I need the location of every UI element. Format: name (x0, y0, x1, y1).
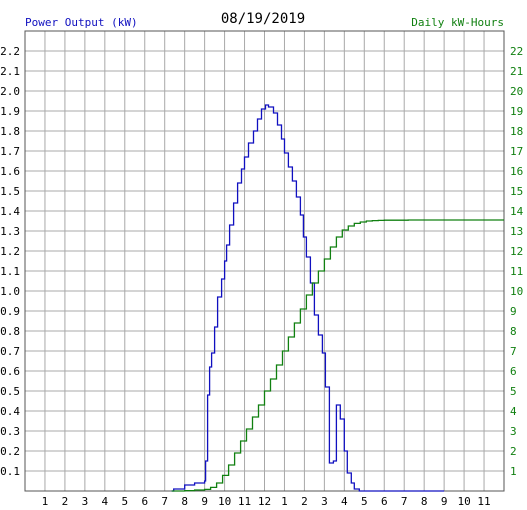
left-axis-ticks: 0.1 0.2 0.3 0.4 0.5 0.6 0.7 0.8 0.9 1.0 1.1 1.2 1.3 1… (0, 45, 20, 478)
left-tick-label: 2.2 (0, 45, 20, 58)
left-tick-label: 1.9 (0, 105, 20, 118)
left-axis-title: Power Output (kW) (25, 16, 138, 29)
left-tick-label: 0.1 (0, 465, 20, 478)
right-tick-label: 20 (510, 85, 523, 98)
chart-date-title: 08/19/2019 (221, 11, 305, 27)
left-tick-label: 0.6 (0, 365, 20, 378)
plot-area-frame (24, 30, 505, 492)
grid-lines (25, 31, 504, 491)
right-tick-label: 19 (510, 105, 523, 118)
left-tick-label: 0.9 (0, 305, 20, 318)
x-tick-label: 1 (42, 495, 49, 508)
x-tick-label: 6 (381, 495, 388, 508)
x-tick-label: 3 (82, 495, 89, 508)
x-tick-label: 4 (341, 495, 348, 508)
left-tick-label: 0.4 (0, 405, 20, 418)
right-tick-label: 9 (510, 305, 517, 318)
right-tick-label: 16 (510, 165, 523, 178)
right-tick-label: 13 (510, 225, 523, 238)
right-tick-label: 1 (510, 465, 517, 478)
x-tick-label: 5 (361, 495, 368, 508)
x-tick-label: 6 (141, 495, 148, 508)
left-tick-label: 1.3 (0, 225, 20, 238)
left-tick-label: 1.7 (0, 145, 20, 158)
x-tick-label: 2 (301, 495, 308, 508)
series-layer (171, 104, 504, 492)
x-tick-label: 9 (201, 495, 208, 508)
left-tick-label: 2.0 (0, 85, 20, 98)
left-tick-label: 1.4 (0, 205, 20, 218)
right-tick-label: 21 (510, 65, 523, 78)
right-tick-label: 8 (510, 325, 517, 338)
right-tick-label: 4 (510, 405, 517, 418)
x-tick-label: 10 (457, 495, 470, 508)
left-tick-label: 1.1 (0, 265, 20, 278)
x-axis-ticks: 1 2 3 4 5 6 7 8 9 10 11 12 1 2 3 4 5 6 7 8 9 10 11 (42, 495, 491, 508)
x-tick-label: 9 (441, 495, 448, 508)
left-tick-label: 0.3 (0, 425, 20, 438)
x-tick-label: 5 (121, 495, 128, 508)
right-tick-label: 6 (510, 365, 517, 378)
x-tick-label: 1 (281, 495, 288, 508)
right-tick-label: 11 (510, 265, 523, 278)
left-tick-label: 1.5 (0, 185, 20, 198)
x-tick-label: 12 (258, 495, 271, 508)
x-tick-label: 4 (102, 495, 109, 508)
x-tick-label: 8 (421, 495, 428, 508)
left-tick-label: 0.5 (0, 385, 20, 398)
right-tick-label: 10 (510, 285, 523, 298)
right-tick-label: 18 (510, 125, 523, 138)
left-tick-label: 0.8 (0, 325, 20, 338)
right-tick-label: 7 (510, 345, 517, 358)
right-tick-label: 15 (510, 185, 523, 198)
x-tick-label: 11 (238, 495, 251, 508)
x-tick-label: 8 (181, 495, 188, 508)
right-tick-label: 17 (510, 145, 523, 158)
right-tick-label: 2 (510, 445, 517, 458)
x-tick-label: 10 (218, 495, 231, 508)
left-tick-label: 2.1 (0, 65, 20, 78)
left-tick-label: 0.2 (0, 445, 20, 458)
left-tick-label: 0.7 (0, 345, 20, 358)
left-tick-label: 1.8 (0, 125, 20, 138)
x-tick-label: 3 (321, 495, 328, 508)
daily-kwh-line (171, 219, 504, 492)
x-tick-label: 2 (62, 495, 69, 508)
right-axis-title: Daily kW-Hours (411, 16, 504, 29)
left-tick-label: 1.0 (0, 285, 20, 298)
x-tick-label: 7 (401, 495, 408, 508)
right-tick-label: 5 (510, 385, 517, 398)
x-tick-label: 11 (477, 495, 490, 508)
right-tick-label: 12 (510, 245, 523, 258)
right-tick-label: 3 (510, 425, 517, 438)
left-tick-label: 1.2 (0, 245, 20, 258)
power-output-line (171, 104, 445, 492)
right-tick-label: 22 (510, 45, 523, 58)
right-tick-label: 14 (510, 205, 524, 218)
x-tick-label: 7 (161, 495, 168, 508)
left-tick-label: 1.6 (0, 165, 20, 178)
